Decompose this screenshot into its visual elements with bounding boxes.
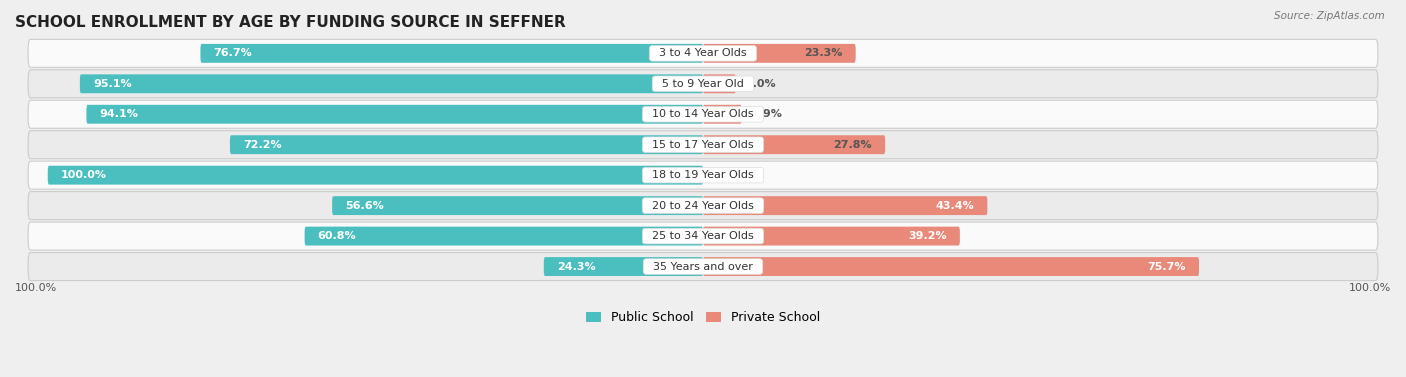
Text: 100.0%: 100.0% [15, 283, 58, 293]
FancyBboxPatch shape [231, 135, 703, 154]
FancyBboxPatch shape [332, 196, 703, 215]
FancyBboxPatch shape [28, 39, 1378, 67]
Text: 25 to 34 Year Olds: 25 to 34 Year Olds [645, 231, 761, 241]
Text: 5.9%: 5.9% [751, 109, 782, 119]
Text: 95.1%: 95.1% [93, 79, 132, 89]
FancyBboxPatch shape [544, 257, 703, 276]
Text: 56.6%: 56.6% [346, 201, 384, 211]
Text: 24.3%: 24.3% [557, 262, 596, 271]
FancyBboxPatch shape [703, 44, 856, 63]
FancyBboxPatch shape [305, 227, 703, 245]
Text: 35 Years and over: 35 Years and over [647, 262, 759, 271]
Text: 76.7%: 76.7% [214, 48, 252, 58]
Text: 23.3%: 23.3% [804, 48, 842, 58]
Text: 60.8%: 60.8% [318, 231, 356, 241]
Text: 0.0%: 0.0% [713, 170, 744, 180]
Legend: Public School, Private School: Public School, Private School [581, 306, 825, 329]
FancyBboxPatch shape [28, 192, 1378, 220]
FancyBboxPatch shape [703, 227, 960, 245]
FancyBboxPatch shape [28, 161, 1378, 189]
FancyBboxPatch shape [703, 196, 987, 215]
Text: 100.0%: 100.0% [60, 170, 107, 180]
FancyBboxPatch shape [703, 105, 741, 124]
Text: 15 to 17 Year Olds: 15 to 17 Year Olds [645, 140, 761, 150]
FancyBboxPatch shape [201, 44, 703, 63]
FancyBboxPatch shape [80, 74, 703, 93]
Text: 18 to 19 Year Olds: 18 to 19 Year Olds [645, 170, 761, 180]
Text: 75.7%: 75.7% [1147, 262, 1185, 271]
Text: 39.2%: 39.2% [908, 231, 946, 241]
FancyBboxPatch shape [28, 70, 1378, 98]
Text: Source: ZipAtlas.com: Source: ZipAtlas.com [1274, 11, 1385, 21]
Text: 100.0%: 100.0% [1348, 283, 1391, 293]
Text: 5 to 9 Year Old: 5 to 9 Year Old [655, 79, 751, 89]
Text: 43.4%: 43.4% [935, 201, 974, 211]
Text: 3 to 4 Year Olds: 3 to 4 Year Olds [652, 48, 754, 58]
FancyBboxPatch shape [28, 131, 1378, 159]
FancyBboxPatch shape [703, 135, 886, 154]
Text: 5.0%: 5.0% [745, 79, 776, 89]
FancyBboxPatch shape [28, 253, 1378, 280]
Text: 94.1%: 94.1% [100, 109, 138, 119]
Text: 27.8%: 27.8% [834, 140, 872, 150]
Text: 10 to 14 Year Olds: 10 to 14 Year Olds [645, 109, 761, 119]
FancyBboxPatch shape [703, 257, 1199, 276]
FancyBboxPatch shape [28, 222, 1378, 250]
FancyBboxPatch shape [703, 74, 735, 93]
Text: 72.2%: 72.2% [243, 140, 281, 150]
Text: 20 to 24 Year Olds: 20 to 24 Year Olds [645, 201, 761, 211]
Text: SCHOOL ENROLLMENT BY AGE BY FUNDING SOURCE IN SEFFNER: SCHOOL ENROLLMENT BY AGE BY FUNDING SOUR… [15, 15, 565, 30]
FancyBboxPatch shape [86, 105, 703, 124]
FancyBboxPatch shape [28, 100, 1378, 128]
FancyBboxPatch shape [48, 166, 703, 185]
